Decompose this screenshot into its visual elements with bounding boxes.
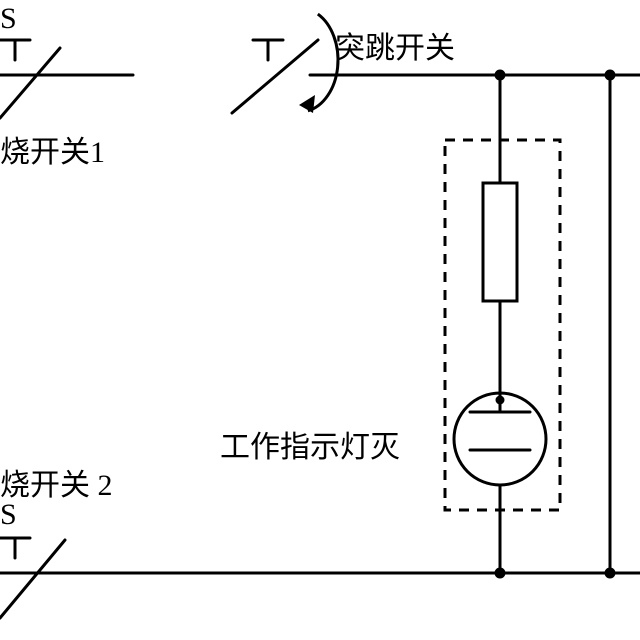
label-s-bot: S — [0, 498, 17, 532]
label-indicator-off: 工作指示灯灭 — [220, 422, 400, 466]
circuit-svg — [0, 0, 640, 640]
diagram-stage: S 突跳开关 烧开关1 工作指示灯灭 烧开关 2 S — [0, 0, 640, 640]
label-s-top: S — [0, 2, 17, 36]
label-burn-switch2: 烧开关 2 — [0, 460, 113, 504]
label-burn-switch1: 烧开关1 — [0, 127, 105, 171]
label-snap-switch: 突跳开关 — [335, 23, 455, 67]
